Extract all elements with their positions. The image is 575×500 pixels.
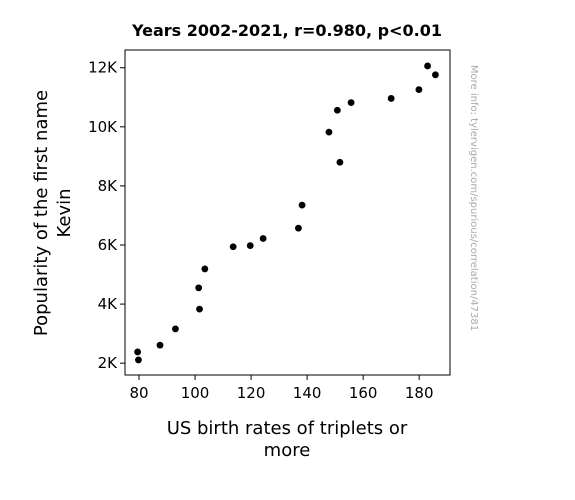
data-point (201, 265, 209, 273)
chart-title: Years 2002-2021, r=0.980, p<0.01 (131, 21, 442, 40)
x-axis-label-line-1: US birth rates of triplets or (167, 418, 408, 439)
y-tick-label: 10K (88, 118, 118, 136)
data-point (195, 284, 203, 292)
data-point (134, 348, 142, 356)
y-tick-label: 6K (98, 236, 119, 254)
data-point (246, 242, 254, 249)
data-point (387, 95, 395, 102)
data-point (432, 71, 439, 79)
data-point (325, 128, 333, 136)
x-tick-label: 180 (405, 384, 434, 402)
data-point (156, 341, 164, 349)
data-point (424, 62, 431, 70)
y-tick-label: 2K (98, 354, 119, 372)
data-point (172, 325, 179, 333)
data-point (298, 201, 306, 209)
y-axis: 2K 4K 6K 8K 10K 12K (88, 59, 125, 372)
data-point (336, 158, 344, 166)
y-axis-label-line-2: Kevin (54, 188, 75, 237)
x-axis: 80 100 120 140 160 180 (129, 375, 434, 402)
data-point (196, 305, 203, 313)
y-axis-label-line-1: Popularity of the first name (31, 90, 52, 336)
data-point (415, 86, 423, 93)
y-tick-label: 8K (98, 177, 119, 195)
plot-frame (124, 49, 451, 376)
data-points (134, 62, 439, 364)
watermark-text: More info: tylervigen.com/spurious/corre… (468, 65, 479, 331)
x-axis-label-line-2: more (264, 440, 311, 461)
data-point (295, 224, 302, 232)
x-tick-label: 140 (293, 384, 322, 402)
x-tick-label: 160 (349, 384, 378, 402)
data-point (135, 356, 142, 364)
data-point (333, 106, 341, 114)
x-tick-label: 100 (181, 384, 210, 402)
x-tick-label: 120 (237, 384, 266, 402)
y-tick-label: 12K (88, 59, 118, 77)
data-point (347, 99, 355, 106)
data-point (229, 243, 237, 251)
x-tick-label: 80 (129, 384, 148, 402)
y-tick-label: 4K (98, 295, 119, 313)
data-point (259, 235, 267, 242)
